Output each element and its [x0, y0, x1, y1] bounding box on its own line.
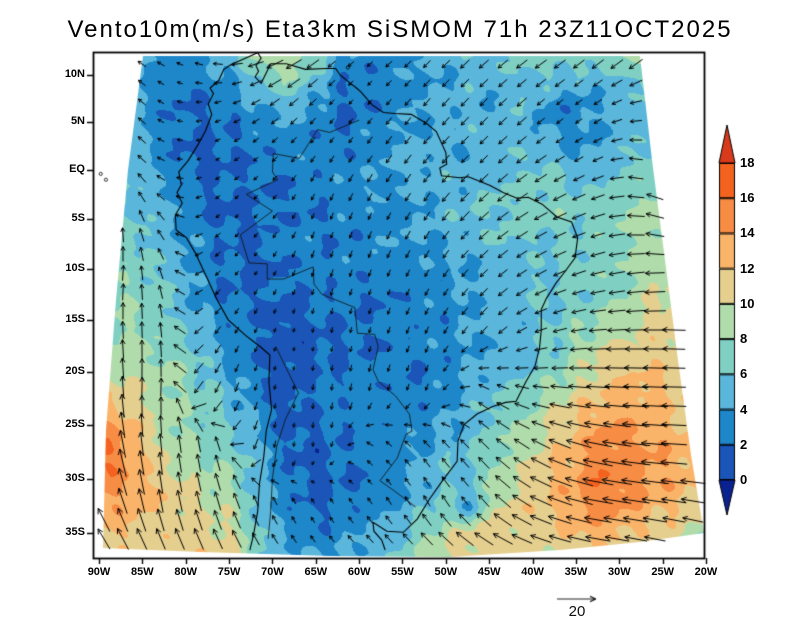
y-axis-label: 30S: [65, 471, 85, 484]
x-axis-label: 30W: [607, 566, 631, 578]
x-axis-label: 90W: [87, 566, 111, 578]
colorbar-tick-label: 8: [740, 331, 748, 347]
reference-vector-label: 20: [568, 603, 586, 618]
x-axis-label: 75W: [217, 566, 241, 578]
y-axis-label: 20S: [65, 364, 85, 377]
colorbar-tick-label: 10: [740, 295, 755, 311]
y-axis-label: EQ: [69, 163, 85, 175]
x-axis-label: 35W: [564, 566, 588, 578]
colorbar-tick-label: 0: [740, 472, 748, 487]
colorbar-tick-label: 12: [740, 260, 755, 276]
x-axis-label: 60W: [347, 566, 371, 578]
y-axis-label: 35S: [65, 526, 85, 539]
y-axis-label: 15S: [65, 312, 85, 325]
x-axis-label: 20W: [694, 566, 718, 578]
colorbar-tick-label: 14: [740, 225, 755, 241]
x-axis-label: 55W: [391, 566, 414, 578]
x-axis-label: 85W: [131, 566, 154, 578]
x-axis-label: 70W: [261, 566, 284, 578]
x-axis-label: 65W: [304, 566, 328, 578]
colorbar-tick-label: 16: [740, 190, 755, 206]
colorbar-tick-label: 4: [740, 401, 748, 417]
y-axis-label: 5N: [70, 114, 85, 127]
x-axis-label: 45W: [477, 566, 501, 578]
y-axis-label: 5S: [71, 211, 85, 224]
x-axis-label: 50W: [434, 566, 458, 578]
colorbar-tick-label: 18: [740, 155, 755, 170]
x-axis-label: 80W: [174, 566, 198, 578]
x-axis-label: 25W: [651, 566, 674, 578]
colorbar-tick-label: 6: [740, 366, 748, 382]
x-axis-label: 40W: [521, 566, 544, 578]
y-axis-label: 25S: [65, 417, 85, 430]
y-axis-label: 10N: [64, 67, 85, 80]
y-axis-label: 10S: [65, 261, 85, 274]
colorbar-tick-label: 2: [740, 436, 748, 452]
